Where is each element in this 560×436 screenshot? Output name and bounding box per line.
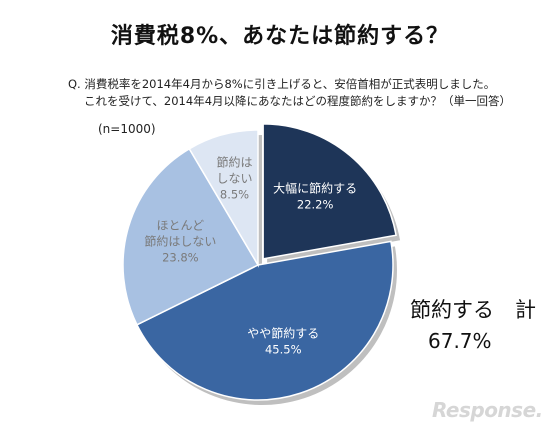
slice-name-label-3: 節約はしない xyxy=(144,233,216,248)
sample-size: (n=1000) xyxy=(98,122,156,136)
slice-name-label-2: やや節約する xyxy=(247,325,319,340)
question-line-2: これを受けて、2014年4月以降にあなたはどの程度節約をしますか？（単一回答） xyxy=(84,94,512,108)
slice-value-label-3: 23.8% xyxy=(162,250,199,264)
pie-slices xyxy=(122,123,397,401)
slice-value-label-2: 45.5% xyxy=(265,342,302,356)
summary-value: 67.7% xyxy=(428,329,492,353)
slice-name-label-4: 節約は xyxy=(216,155,252,170)
pie-slice-1 xyxy=(262,123,397,260)
slice-name-label-4: しない xyxy=(216,172,252,186)
pie-slice-2 xyxy=(135,240,394,401)
pie-slice-4 xyxy=(188,129,259,268)
chart-title: 消費税8%、あなたは節約する？ xyxy=(110,24,450,49)
response-logo-watermark: Response. xyxy=(432,398,543,422)
slice-value-label-4: 8.5% xyxy=(220,188,249,202)
question-line-1: Q. 消費税率を2014年4月から8%に引き上げると、安倍首相が正式表明しました… xyxy=(68,77,496,91)
slice-value-label-1: 22.2% xyxy=(297,197,334,211)
pie-slice-3 xyxy=(122,147,260,326)
slice-name-label-1: 大幅に節約する xyxy=(273,180,357,195)
slice-name-label-3: ほとんど xyxy=(157,218,205,232)
pie-labels: 大幅に節約する22.2%やや節約する45.5%ほとんど節約はしない23.8%節約… xyxy=(144,155,357,357)
summary-label: 節約する 計 xyxy=(410,298,536,322)
